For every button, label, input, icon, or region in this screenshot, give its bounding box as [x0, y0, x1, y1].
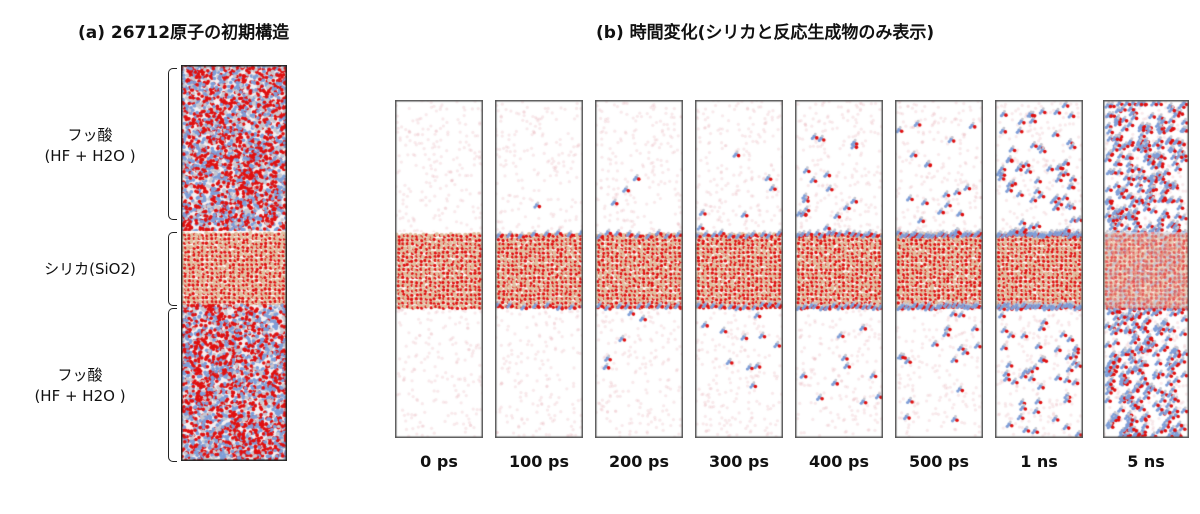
snapshot-7 — [1103, 100, 1189, 438]
label-silica: シリカ(SiO2) — [44, 260, 136, 278]
time-label: 500 ps — [909, 452, 969, 471]
panel-a-title: (a) 26712原子の初期構造 — [78, 23, 290, 43]
time-label: 0 ps — [420, 452, 458, 471]
label-hf-bottom: フッ酸 (HF + H2O ) — [10, 365, 150, 407]
time-label: 1 ns — [1020, 452, 1058, 471]
snapshot-2 — [595, 100, 683, 438]
snapshot-6 — [995, 100, 1083, 438]
time-label: 400 ps — [809, 452, 869, 471]
time-label: 300 ps — [709, 452, 769, 471]
snapshot-5 — [895, 100, 983, 438]
snapshot-1 — [495, 100, 583, 438]
label-hf-top: フッ酸 (HF + H2O ) — [20, 125, 160, 167]
region-detail: (HF + H2O ) — [34, 387, 126, 405]
snapshot-3 — [695, 100, 783, 438]
brace-middle — [168, 232, 177, 306]
snapshot-0 — [395, 100, 483, 438]
time-label: 200 ps — [609, 452, 669, 471]
region-name: フッ酸 — [67, 126, 113, 144]
time-label: 100 ps — [509, 452, 569, 471]
time-label: 5 ns — [1127, 452, 1165, 471]
snapshot-4 — [795, 100, 883, 438]
region-name: フッ酸 — [57, 366, 103, 384]
region-detail: (HF + H2O ) — [44, 147, 136, 165]
brace-bottom — [168, 308, 177, 462]
brace-top — [168, 68, 177, 220]
panel-b-title: (b) 時間変化(シリカと反応生成物のみ表示) — [596, 23, 935, 43]
initial-structure-image — [181, 65, 287, 461]
